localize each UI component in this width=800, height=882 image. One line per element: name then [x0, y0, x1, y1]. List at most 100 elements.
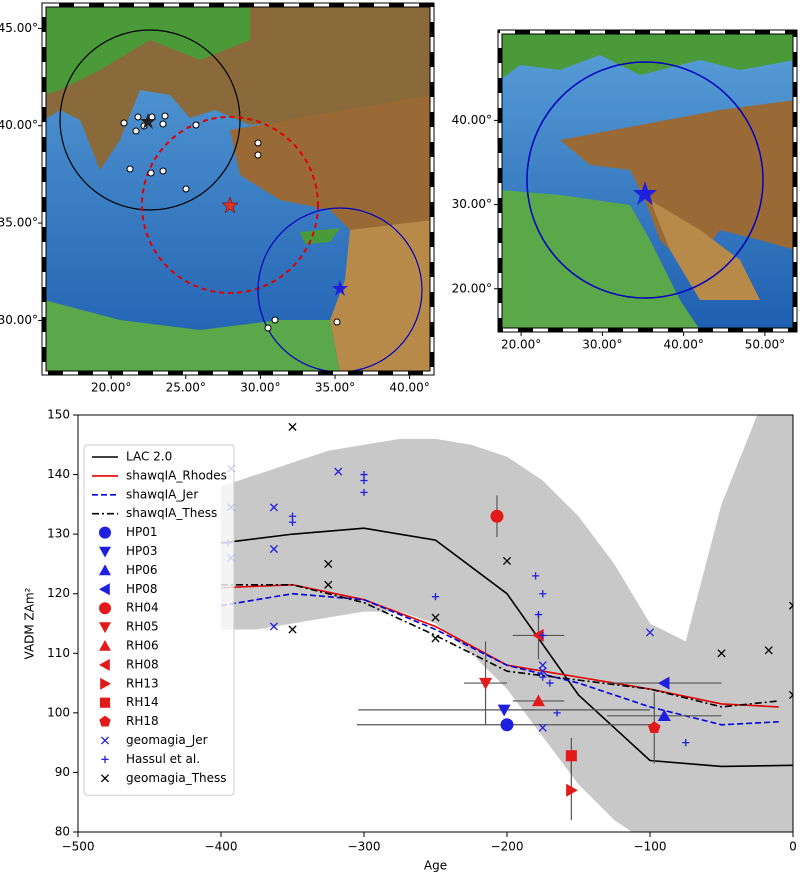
marker — [565, 750, 577, 762]
legend-label: RH04 — [126, 601, 159, 615]
x-tick-label: −400 — [205, 840, 238, 854]
radius-rhodes — [141, 116, 319, 294]
y-tick-label: 150 — [47, 408, 70, 422]
legend-label: LAC 2.0 — [126, 450, 172, 464]
marker — [269, 544, 278, 554]
y-tick-label: 20.00° — [452, 281, 492, 295]
marker — [334, 467, 343, 476]
x-axis-label: Age — [424, 859, 447, 873]
y-tick-label: 30.00° — [452, 197, 492, 211]
marker — [490, 509, 504, 523]
legend-marker — [99, 658, 110, 671]
series-line — [220, 592, 779, 726]
marker — [532, 572, 540, 580]
y-tick-label: 80 — [55, 825, 70, 839]
legend-marker — [99, 602, 111, 615]
marker — [431, 634, 440, 643]
marker — [538, 667, 547, 676]
marker — [431, 593, 440, 601]
land-africa — [44, 300, 340, 373]
marker — [324, 559, 333, 568]
legend-marker — [100, 677, 111, 690]
legend-label: RH13 — [126, 676, 159, 690]
legend-marker — [99, 583, 110, 596]
land-anatolia — [230, 95, 432, 240]
marker — [431, 613, 440, 622]
legend-label: RH06 — [126, 639, 159, 653]
x-tick-label: −200 — [491, 840, 524, 854]
marker — [531, 628, 544, 642]
x-tick-label: 30.00° — [582, 338, 622, 352]
y-tick-label: 140 — [47, 467, 70, 481]
legend-marker — [99, 622, 111, 634]
land-arabia — [650, 200, 760, 300]
marker — [502, 556, 512, 566]
legend-marker — [100, 736, 110, 745]
legend-box — [83, 444, 235, 796]
star-rhodes — [221, 196, 239, 214]
uncertainty-band — [221, 415, 793, 832]
legend-label: shawqIA_Jer — [126, 487, 198, 501]
x-tick-label: 20.00° — [91, 381, 131, 395]
y-tick-label: 30.00° — [0, 313, 38, 327]
marker — [497, 704, 511, 717]
legend-marker — [99, 640, 111, 651]
marker — [657, 676, 670, 690]
legend-label: shawqIA_Rhodes — [126, 468, 227, 482]
x-tick-label: −500 — [62, 840, 95, 854]
legend-marker — [99, 564, 111, 576]
x-tick-label: 40.00° — [663, 338, 703, 352]
land-north — [44, 5, 250, 95]
marker — [360, 476, 368, 485]
marker — [324, 580, 333, 589]
plot-area — [220, 415, 793, 832]
land-africa — [500, 190, 700, 330]
marker — [531, 694, 545, 707]
legend-marker — [99, 526, 111, 539]
legend-marker — [99, 697, 111, 708]
x-tick-label: −100 — [634, 840, 667, 854]
marker — [534, 610, 543, 619]
legend-label: geomagia_Jer — [126, 733, 208, 747]
marker — [657, 709, 671, 722]
land-north — [500, 32, 795, 80]
y-tick-label: 35.00° — [0, 216, 38, 230]
site-dots — [120, 112, 341, 332]
marker — [539, 631, 547, 640]
line-chart: −500 −400 −300 −200 −100 0 80 90 100 110 120 130 140… — [23, 408, 797, 873]
y-tick-label: 100 — [47, 705, 70, 719]
map-frame-dash — [42, 3, 434, 375]
marker — [566, 783, 578, 797]
marker — [648, 721, 661, 734]
y-tick-label: 110 — [47, 646, 70, 660]
plot-frame — [77, 414, 794, 833]
map-frame — [497, 29, 798, 333]
marker — [553, 709, 561, 717]
y-axis-label: VADM ZAm² — [23, 587, 37, 659]
marker — [538, 723, 547, 732]
marker — [788, 690, 793, 700]
x-tick-label: 35.00° — [315, 381, 355, 395]
legend-label: RH05 — [126, 620, 159, 634]
legend-label: shawqIA_Thess — [126, 506, 217, 520]
legend-marker — [99, 546, 111, 558]
legend-label: RH08 — [126, 657, 159, 671]
legend-marker — [99, 715, 111, 727]
series-line — [220, 527, 793, 768]
land-levant — [330, 220, 432, 373]
y-tick-label: 120 — [47, 586, 70, 600]
marker — [288, 625, 297, 634]
y-tick-label: 90 — [55, 765, 70, 779]
marker — [269, 503, 278, 512]
y-tick-label: 40.00° — [452, 113, 492, 127]
radius-thess — [59, 29, 241, 211]
y-tick-label: 130 — [47, 527, 70, 541]
land-europe — [44, 5, 432, 170]
legend-label: HP03 — [126, 544, 158, 558]
x-tick-label: 25.00° — [166, 381, 206, 395]
legend-label: RH18 — [126, 714, 159, 728]
marker — [360, 488, 368, 497]
marker — [682, 739, 690, 747]
legend-marker — [100, 774, 110, 783]
